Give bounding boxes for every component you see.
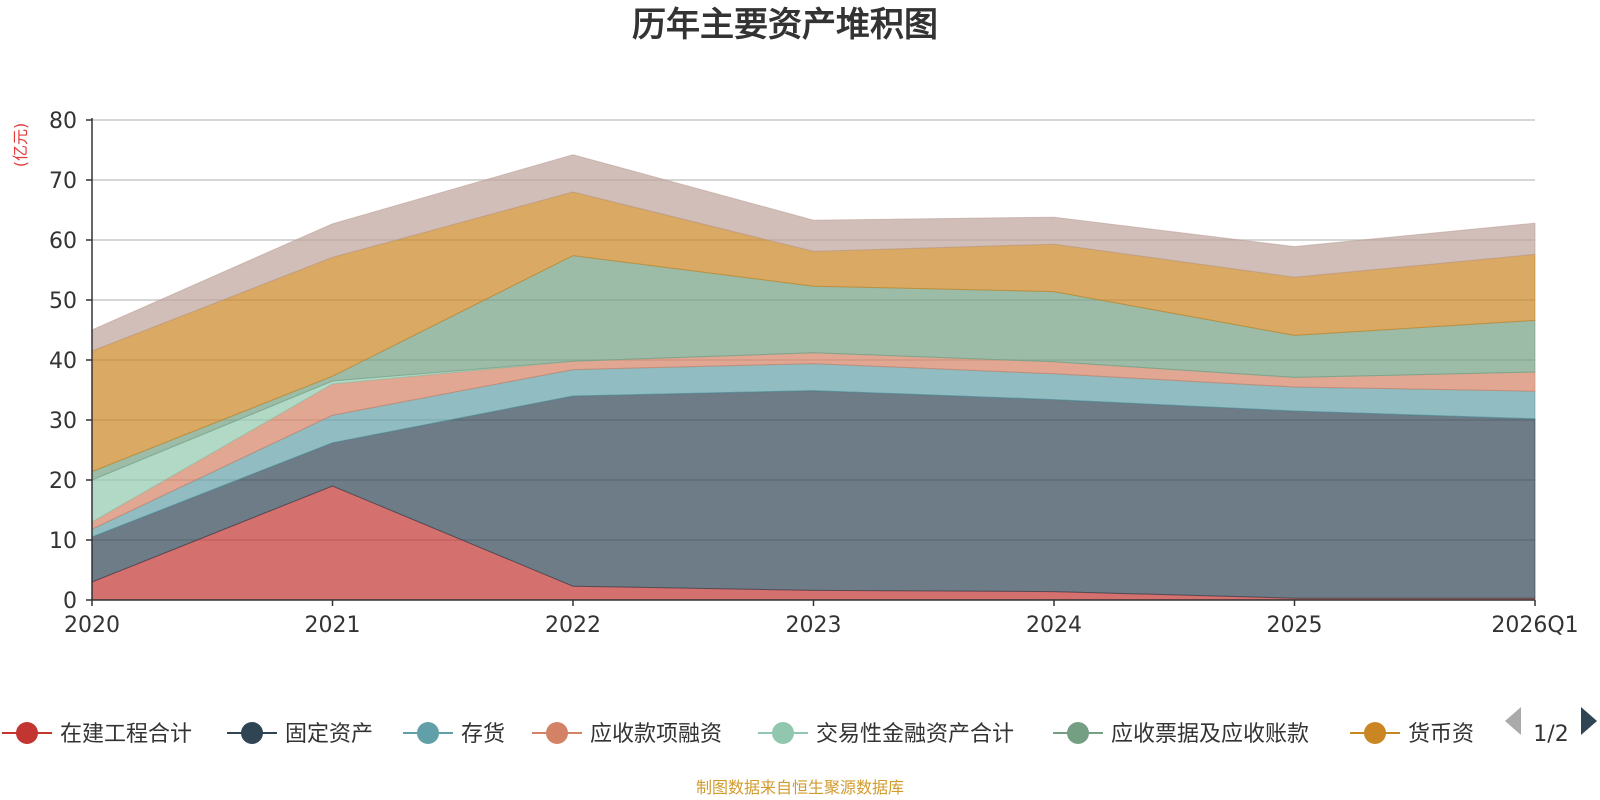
y-tick-label: 40 [49, 349, 77, 374]
legend-label: 应收款项融资 [590, 722, 722, 747]
chart-title: 历年主要资产堆积图 [632, 5, 938, 45]
x-tick-label: 2025 [1267, 613, 1323, 638]
legend-next-icon[interactable] [1581, 707, 1597, 735]
y-tick-label: 0 [63, 589, 77, 614]
y-tick-label: 20 [49, 469, 77, 494]
x-tick-label: 2024 [1026, 613, 1082, 638]
legend-label: 交易性金融资产合计 [816, 722, 1014, 747]
legend-item[interactable]: 货币资 [1350, 722, 1474, 747]
x-axis-ticks: 2020 2021 2022 2023 2024 2025 2026Q1 [64, 600, 1579, 638]
area-series-group [91, 154, 1536, 601]
area-series-8[interactable] [91, 154, 1536, 352]
y-axis-ticks: 0 10 20 30 40 50 60 70 80 [49, 109, 92, 614]
data-source-note: 制图数据来自恒生聚源数据库 [696, 778, 904, 797]
legend-item[interactable]: 交易性金融资产合计 [758, 722, 1014, 747]
legend-marker-icon [1067, 722, 1089, 744]
y-axis-unit: (亿元) [11, 123, 30, 168]
legend-label: 在建工程合计 [60, 722, 192, 747]
legend-item[interactable]: 固定资产 [227, 722, 373, 747]
legend-marker-icon [241, 722, 263, 744]
legend-label: 货币资 [1408, 722, 1474, 747]
legend-page-indicator: 1/2 [1533, 722, 1568, 747]
y-tick-label: 50 [49, 289, 77, 314]
x-tick-label: 2023 [786, 613, 842, 638]
legend-pager: 1/2 [1505, 707, 1597, 747]
legend-marker-icon [546, 722, 568, 744]
x-tick-label: 2021 [305, 613, 361, 638]
x-tick-label: 2020 [64, 613, 120, 638]
legend-marker-icon [417, 722, 439, 744]
legend-marker-icon [1364, 722, 1386, 744]
legend-marker-icon [772, 722, 794, 744]
y-tick-label: 60 [49, 229, 77, 254]
legend: 在建工程合计 固定资产 存货 应收款项融资 交易性金融资产合计 应收票据及应收账款 货币资 [2, 722, 1474, 747]
legend-item[interactable]: 在建工程合计 [2, 722, 192, 747]
y-tick-label: 10 [49, 529, 77, 554]
legend-label: 存货 [461, 722, 505, 747]
y-tick-label: 30 [49, 409, 77, 434]
legend-item[interactable]: 存货 [403, 722, 505, 747]
legend-prev-icon[interactable] [1505, 707, 1521, 735]
legend-label: 应收票据及应收账款 [1111, 722, 1309, 747]
legend-item[interactable]: 应收款项融资 [532, 722, 722, 747]
x-tick-label: 2026Q1 [1491, 613, 1578, 638]
legend-label: 固定资产 [285, 722, 373, 747]
x-tick-label: 2022 [545, 613, 601, 638]
y-tick-label: 80 [49, 109, 77, 134]
y-tick-label: 70 [49, 169, 77, 194]
legend-item[interactable]: 应收票据及应收账款 [1053, 722, 1309, 747]
legend-marker-icon [16, 722, 38, 744]
